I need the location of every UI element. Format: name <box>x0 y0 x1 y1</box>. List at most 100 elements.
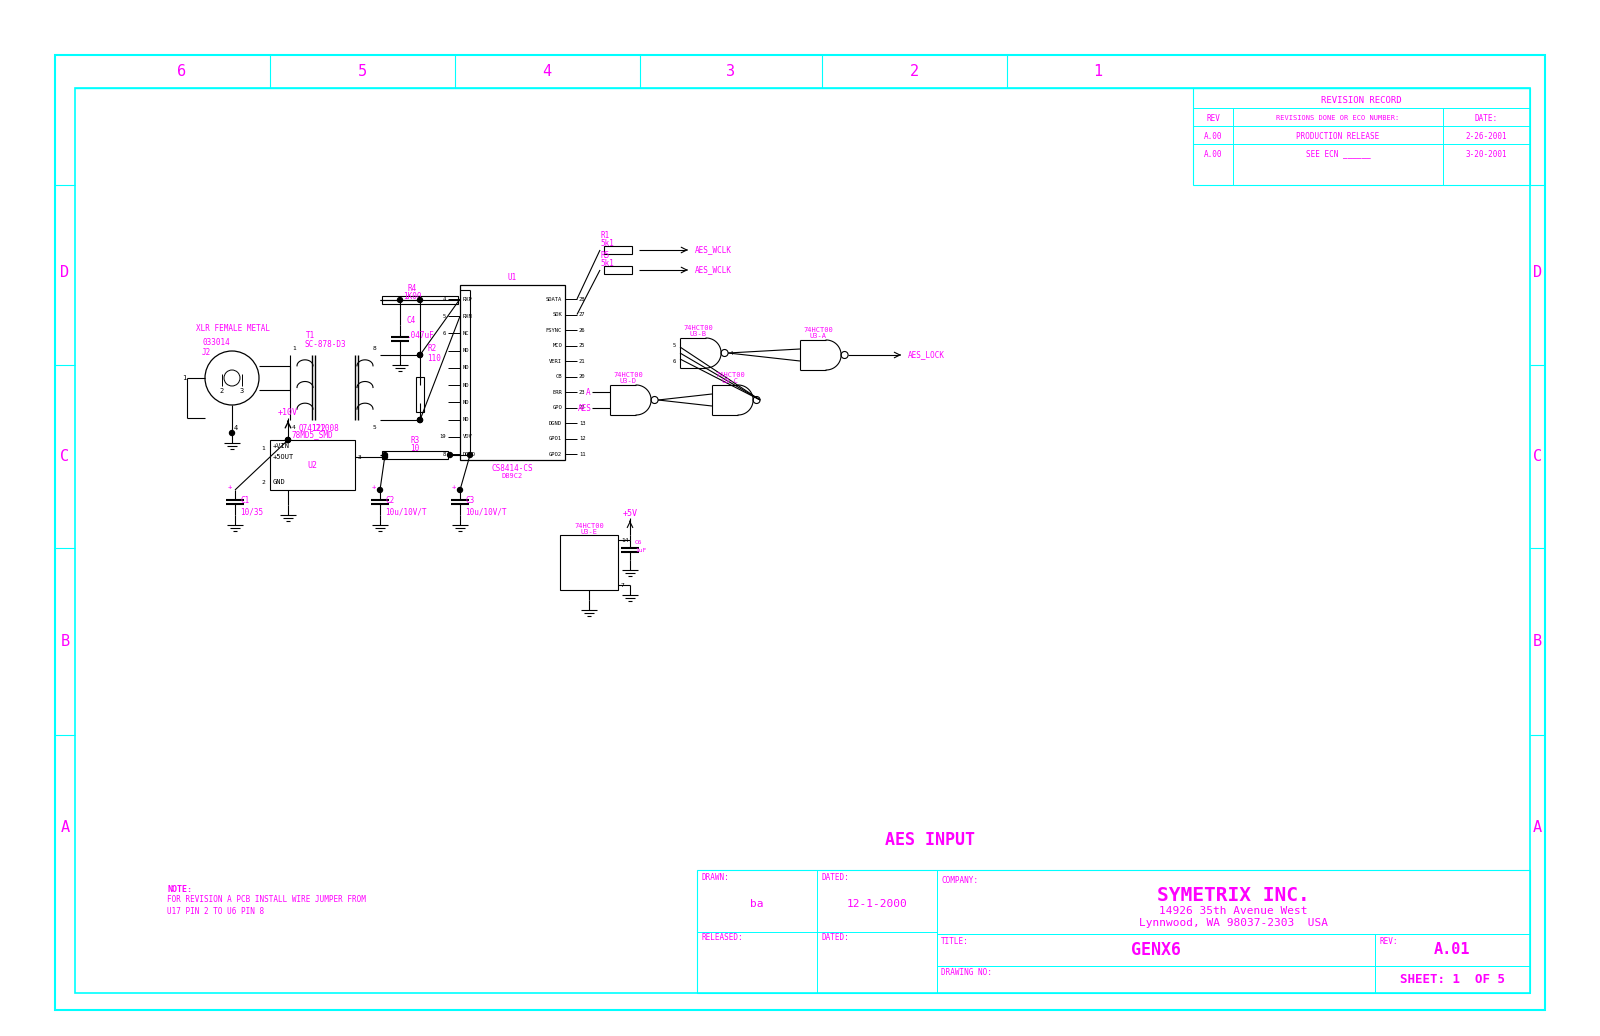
Text: CB: CB <box>555 374 562 379</box>
Text: +: + <box>451 484 456 490</box>
Text: SEE ECN ______: SEE ECN ______ <box>1306 149 1370 159</box>
Text: DATED:: DATED: <box>821 873 848 882</box>
Text: C: C <box>61 449 69 463</box>
Text: 1K00: 1K00 <box>403 291 421 300</box>
Circle shape <box>382 453 387 458</box>
Text: REV: REV <box>1206 114 1219 122</box>
Text: DGND: DGND <box>462 452 477 457</box>
Text: DATE:: DATE: <box>1475 114 1498 122</box>
Text: 110: 110 <box>427 353 442 363</box>
Text: +5OUT: +5OUT <box>274 454 294 460</box>
Text: 28: 28 <box>579 296 586 301</box>
Text: 10: 10 <box>410 443 419 453</box>
Circle shape <box>458 488 462 492</box>
Text: B: B <box>1533 633 1542 649</box>
Text: AES INPUT: AES INPUT <box>885 831 974 848</box>
Text: 21: 21 <box>579 358 586 364</box>
Text: U3-B: U3-B <box>690 330 707 337</box>
Text: REV:: REV: <box>1379 937 1397 946</box>
Text: TITLE:: TITLE: <box>941 937 968 946</box>
Text: A.00: A.00 <box>1203 149 1222 159</box>
Circle shape <box>285 437 291 442</box>
Text: A: A <box>1533 821 1542 835</box>
Text: AES_WCLK: AES_WCLK <box>694 265 733 275</box>
Text: VERI: VERI <box>549 358 562 364</box>
Text: ba: ba <box>750 899 763 909</box>
Text: 74HCT00: 74HCT00 <box>715 372 746 378</box>
Text: U3-C: U3-C <box>722 378 739 384</box>
Text: 12-1-2000: 12-1-2000 <box>846 899 907 909</box>
Text: 12: 12 <box>579 436 586 441</box>
Text: D: D <box>1533 264 1542 280</box>
Text: U3-A: U3-A <box>810 333 827 339</box>
Text: D: D <box>61 264 69 280</box>
Bar <box>75 88 1530 992</box>
Text: 2: 2 <box>261 480 266 485</box>
Bar <box>698 870 1530 992</box>
Text: CS8414-CS: CS8414-CS <box>491 463 533 472</box>
Text: 10/35: 10/35 <box>240 508 262 517</box>
Text: 4: 4 <box>234 425 238 431</box>
Text: 8: 8 <box>443 452 446 457</box>
Text: COMPANY:: COMPANY: <box>941 876 978 885</box>
Text: 1: 1 <box>293 345 296 350</box>
Text: U1: U1 <box>507 272 517 282</box>
Text: ND: ND <box>462 400 469 405</box>
Text: AES: AES <box>578 403 592 412</box>
Text: 27: 27 <box>579 312 586 317</box>
Text: AES_WCLK: AES_WCLK <box>694 246 733 255</box>
Text: 6: 6 <box>443 330 446 336</box>
Text: 5: 5 <box>373 425 376 430</box>
Circle shape <box>418 418 422 423</box>
Text: GENX6: GENX6 <box>1131 941 1181 959</box>
Bar <box>938 934 1374 966</box>
Text: 1: 1 <box>1093 64 1102 79</box>
Text: A: A <box>61 821 69 835</box>
Text: J2: J2 <box>202 347 211 356</box>
Text: C3: C3 <box>466 495 474 505</box>
Text: VDV: VDV <box>462 434 472 439</box>
Text: DATED:: DATED: <box>821 933 848 943</box>
Bar <box>1194 88 1530 185</box>
Text: 10u/10V/T: 10u/10V/T <box>386 508 427 517</box>
Text: AES_LOCK: AES_LOCK <box>909 350 946 359</box>
Text: DRAWN:: DRAWN: <box>701 873 728 882</box>
Text: SYMETRIX INC.: SYMETRIX INC. <box>1157 887 1310 905</box>
Text: FSYNC: FSYNC <box>546 327 562 333</box>
Text: PRODUCTION RELEASE: PRODUCTION RELEASE <box>1296 132 1379 141</box>
Text: RXP: RXP <box>462 296 472 301</box>
Text: 20: 20 <box>579 374 586 379</box>
Text: 13: 13 <box>579 421 586 426</box>
Text: ERR: ERR <box>552 390 562 395</box>
Bar <box>938 966 1374 992</box>
Text: 4: 4 <box>542 64 552 79</box>
Bar <box>270 440 355 490</box>
Text: 25: 25 <box>579 343 586 348</box>
Text: 78MD5_SMD: 78MD5_SMD <box>291 431 333 439</box>
Text: R2: R2 <box>427 344 437 352</box>
Text: DB9C2: DB9C2 <box>502 473 523 479</box>
Text: B: B <box>61 633 69 649</box>
Text: SDK: SDK <box>552 312 562 317</box>
Text: 74HCT00: 74HCT00 <box>683 325 714 330</box>
Circle shape <box>418 418 422 423</box>
Text: 19: 19 <box>440 434 446 439</box>
Text: A.00: A.00 <box>1203 132 1222 141</box>
Text: +: + <box>227 484 232 490</box>
Text: 6: 6 <box>672 358 675 364</box>
Text: ND: ND <box>462 366 469 371</box>
Text: 11: 11 <box>579 452 586 457</box>
Text: XLR FEMALE METAL: XLR FEMALE METAL <box>197 323 270 333</box>
Text: 4: 4 <box>730 350 733 355</box>
Text: R1: R1 <box>600 230 610 239</box>
Circle shape <box>397 297 403 303</box>
Circle shape <box>229 431 235 435</box>
Bar <box>1374 966 1530 992</box>
Text: U3-D: U3-D <box>619 378 637 384</box>
Text: Q74122: Q74122 <box>299 424 326 432</box>
Text: 74HCT00: 74HCT00 <box>574 523 603 529</box>
Text: 3-20-2001: 3-20-2001 <box>1466 149 1507 159</box>
Circle shape <box>382 455 387 460</box>
Text: 74HCT00: 74HCT00 <box>803 327 834 333</box>
Text: FOR REVISION A PCB INSTALL WIRE JUMPER FROM: FOR REVISION A PCB INSTALL WIRE JUMPER F… <box>166 895 366 904</box>
